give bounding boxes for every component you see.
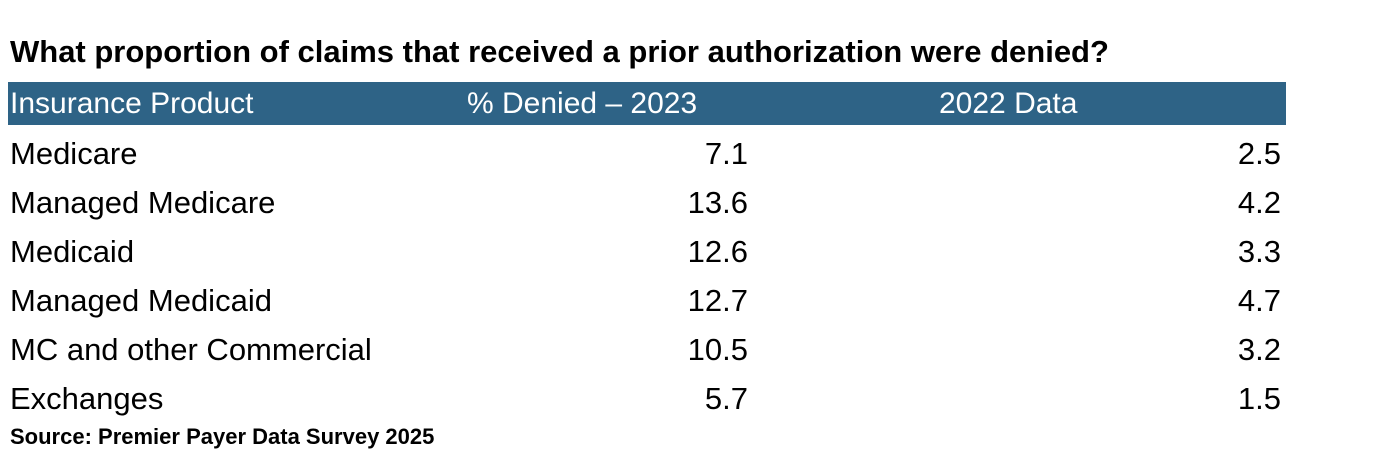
header-2022-data: 2022 Data <box>939 87 1078 120</box>
table-row: MC and other Commercial 10.5 3.2 <box>8 321 1286 370</box>
cell-denied-2023: 12.6 <box>687 234 748 269</box>
cell-denied-2023: 7.1 <box>704 136 748 171</box>
cell-product: Managed Medicaid <box>10 283 272 318</box>
cell-2022-data: 1.5 <box>1237 381 1281 416</box>
cell-product: Medicaid <box>10 234 135 269</box>
table-row: Managed Medicaid 12.7 4.7 <box>8 272 1286 321</box>
header-insurance-product: Insurance Product <box>10 87 254 120</box>
cell-denied-2023: 12.7 <box>687 283 748 318</box>
data-table: Insurance Product % Denied – 2023 2022 D… <box>8 82 1286 419</box>
cell-2022-data: 3.2 <box>1237 332 1281 367</box>
cell-product: Medicare <box>10 136 138 171</box>
table-row: Managed Medicare 13.6 4.2 <box>8 174 1286 223</box>
table-row: Medicare 7.1 2.5 <box>8 125 1286 174</box>
chart-title: What proportion of claims that received … <box>10 34 1109 69</box>
cell-denied-2023: 13.6 <box>687 185 748 220</box>
cell-2022-data: 4.2 <box>1237 185 1281 220</box>
cell-denied-2023: 10.5 <box>687 332 748 367</box>
table-row: Medicaid 12.6 3.3 <box>8 223 1286 272</box>
source-note: Source: Premier Payer Data Survey 2025 <box>10 424 435 449</box>
cell-product: Managed Medicare <box>10 185 276 220</box>
cell-product: MC and other Commercial <box>10 332 372 367</box>
table-row: Exchanges 5.7 1.5 <box>8 370 1286 419</box>
cell-2022-data: 4.7 <box>1237 283 1281 318</box>
table-header: Insurance Product % Denied – 2023 2022 D… <box>8 82 1286 125</box>
header-denied-2023: % Denied – 2023 <box>467 87 698 120</box>
cell-product: Exchanges <box>10 381 164 416</box>
cell-denied-2023: 5.7 <box>704 381 748 416</box>
cell-2022-data: 3.3 <box>1237 234 1281 269</box>
cell-2022-data: 2.5 <box>1237 136 1281 171</box>
